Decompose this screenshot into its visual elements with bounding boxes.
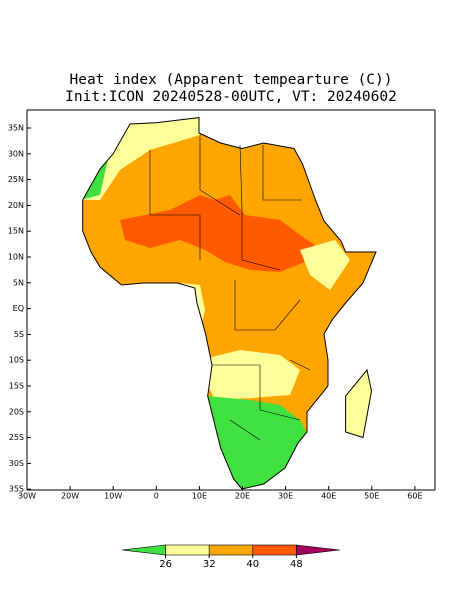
colorbar-segment bbox=[252, 544, 297, 556]
lat-label: 5S bbox=[14, 330, 24, 339]
map-axes: 35N 30N 25N 20N 15N 10N 5N EQ 5S 10S 15S 20S 25S 30S 3… bbox=[8, 124, 423, 501]
title-line-1: Heat index (Apparent tempearture (C)) bbox=[69, 72, 392, 88]
borders bbox=[149, 135, 311, 441]
lon-label: 10W bbox=[104, 492, 122, 501]
lat-label: 10N bbox=[8, 253, 24, 262]
region-yellow-east bbox=[300, 240, 350, 290]
africa-outline bbox=[82, 117, 377, 490]
region-yellow-south bbox=[200, 350, 300, 400]
lon-label: 10E bbox=[192, 492, 207, 501]
lon-label: 40E bbox=[321, 492, 336, 501]
region-red-sahel bbox=[120, 195, 315, 272]
lon-label: 30W bbox=[18, 492, 36, 501]
lat-label: 25S bbox=[9, 433, 24, 442]
lon-label: 60E bbox=[407, 492, 422, 501]
lat-label: 15N bbox=[8, 227, 24, 236]
lat-label: 35S bbox=[9, 485, 24, 494]
lon-label: 20W bbox=[61, 492, 79, 501]
colorbar: 26 32 40 48 bbox=[121, 544, 341, 570]
colorbar-segment bbox=[165, 544, 210, 556]
madagascar bbox=[345, 368, 373, 439]
lat-label: 30N bbox=[8, 149, 24, 158]
lat-label: 10S bbox=[9, 356, 24, 365]
lat-label: 5N bbox=[13, 278, 24, 287]
colorbar-tick-label: 26 bbox=[159, 559, 172, 570]
colorbar-tick-label: 40 bbox=[246, 559, 259, 570]
title-line-2: Init:ICON 20240528-00UTC, VT: 20240602 bbox=[65, 89, 397, 105]
colorbar-segment bbox=[208, 544, 254, 556]
map-frame bbox=[26, 109, 436, 491]
lat-label: 20S bbox=[9, 407, 24, 416]
lon-label: 0 bbox=[154, 492, 159, 501]
lat-label: 15S bbox=[9, 382, 24, 391]
lon-label: 50E bbox=[364, 492, 379, 501]
lat-label: EQ bbox=[13, 304, 24, 313]
lat-label: 20N bbox=[8, 201, 24, 210]
colorbar-high-triangle bbox=[296, 544, 341, 556]
lon-label: 30E bbox=[278, 492, 293, 501]
colorbar-low-triangle bbox=[121, 544, 166, 556]
map-area bbox=[26, 109, 436, 491]
lat-label: 25N bbox=[8, 175, 24, 184]
lat-label: 35N bbox=[8, 124, 24, 133]
lat-label: 30S bbox=[9, 459, 24, 468]
colorbar-tick-label: 48 bbox=[290, 559, 303, 570]
colorbar-tick-label: 32 bbox=[203, 559, 216, 570]
lon-label: 20E bbox=[235, 492, 250, 501]
